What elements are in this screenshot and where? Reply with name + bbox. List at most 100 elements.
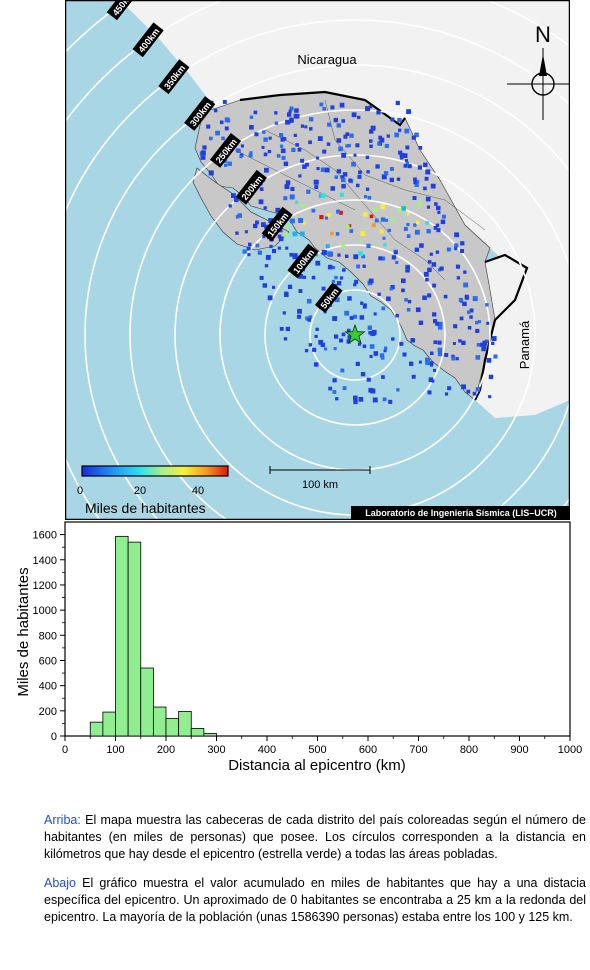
- district-marker: [326, 142, 331, 146]
- district-marker: [284, 184, 290, 190]
- district-marker: [280, 137, 285, 142]
- district-marker: [320, 193, 326, 199]
- district-marker: [359, 315, 365, 320]
- district-marker: [347, 143, 351, 148]
- district-marker: [289, 117, 293, 121]
- district-marker: [297, 147, 302, 152]
- district-marker: [491, 341, 495, 345]
- district-marker: [332, 378, 337, 383]
- district-marker: [311, 275, 316, 280]
- district-marker: [397, 208, 402, 212]
- district-marker: [379, 137, 385, 143]
- district-marker: [274, 111, 278, 115]
- district-marker: [358, 251, 363, 256]
- district-marker: [425, 221, 429, 225]
- district-marker: [344, 310, 350, 316]
- district-marker: [406, 212, 411, 216]
- district-marker: [264, 167, 269, 173]
- district-marker: [358, 397, 364, 402]
- district-marker: [369, 129, 374, 134]
- distance-ring: [65, 19, 570, 520]
- district-marker: [436, 228, 441, 233]
- district-marker: [298, 289, 303, 293]
- district-marker: [331, 266, 336, 270]
- district-marker: [333, 117, 338, 123]
- district-marker: [433, 226, 438, 230]
- district-marker: [357, 342, 361, 346]
- district-marker: [395, 100, 400, 106]
- district-marker: [362, 344, 367, 349]
- district-marker: [353, 395, 358, 401]
- district-marker: [405, 145, 410, 150]
- district-marker: [219, 120, 224, 125]
- district-marker: [253, 110, 258, 115]
- distance-ring: [84, 64, 570, 520]
- north-label: N: [535, 22, 551, 47]
- district-marker: [264, 264, 269, 268]
- district-marker: [305, 162, 309, 167]
- district-marker: [274, 121, 279, 125]
- district-marker: [352, 314, 357, 319]
- district-marker: [481, 346, 486, 352]
- district-marker: [295, 114, 300, 119]
- district-marker: [288, 109, 292, 113]
- district-marker: [488, 395, 492, 399]
- district-marker: [368, 278, 374, 284]
- district-marker: [382, 236, 386, 240]
- district-marker: [383, 243, 387, 247]
- district-marker: [263, 152, 268, 157]
- district-marker: [300, 124, 305, 128]
- district-marker: [209, 136, 213, 141]
- district-marker: [346, 339, 351, 344]
- district-marker: [475, 355, 481, 360]
- x-tick-label: 900: [510, 744, 528, 756]
- district-marker: [389, 287, 393, 291]
- district-marker: [397, 118, 402, 123]
- district-marker: [386, 296, 391, 302]
- district-marker: [346, 224, 350, 229]
- district-marker: [319, 102, 324, 107]
- district-marker: [336, 123, 341, 128]
- north-arrow-icon: N: [507, 22, 570, 120]
- district-marker: [364, 195, 368, 199]
- district-marker: [395, 260, 399, 264]
- district-marker: [334, 334, 339, 339]
- district-marker: [380, 204, 386, 209]
- x-tick-label: 800: [460, 744, 478, 756]
- district-marker: [460, 241, 465, 246]
- district-marker: [426, 205, 431, 209]
- x-axis-label: Distancia al epicentro (km): [228, 757, 406, 774]
- district-marker: [426, 229, 431, 234]
- y-tick-label: 600: [39, 655, 57, 667]
- histogram-panel: 0 100 200 300 400 500 600 700 800 900 1000 0 200 400…: [0, 520, 590, 790]
- district-marker: [407, 299, 412, 304]
- district-marker: [268, 218, 274, 223]
- district-marker: [399, 156, 404, 160]
- district-marker: [330, 231, 334, 236]
- district-marker: [222, 100, 227, 104]
- district-marker: [302, 164, 307, 169]
- district-marker: [215, 130, 220, 136]
- district-marker: [386, 134, 390, 138]
- district-marker: [423, 271, 429, 277]
- district-marker: [388, 399, 393, 404]
- district-marker: [308, 315, 313, 319]
- district-marker: [403, 227, 408, 231]
- district-marker: [486, 358, 492, 363]
- label-panama: Panamá: [517, 320, 532, 369]
- bar-1: [102, 711, 116, 737]
- district-marker: [289, 194, 295, 200]
- district-marker: [423, 186, 427, 191]
- district-marker: [246, 246, 251, 251]
- district-marker: [239, 155, 243, 159]
- district-marker: [231, 193, 236, 198]
- district-marker: [466, 389, 471, 394]
- district-marker: [389, 177, 394, 183]
- district-marker: [296, 314, 301, 319]
- district-marker: [244, 230, 248, 234]
- district-marker: [332, 316, 338, 321]
- district-marker: [427, 390, 432, 395]
- district-marker: [381, 375, 385, 379]
- bar-4: [140, 667, 154, 737]
- district-marker: [331, 279, 335, 284]
